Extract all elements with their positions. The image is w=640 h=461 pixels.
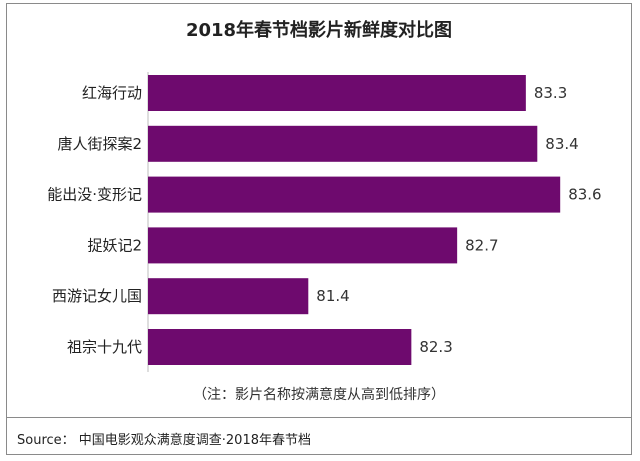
category-label: 能出没·变形记 xyxy=(47,186,142,204)
value-label: 82.3 xyxy=(419,338,452,356)
bar xyxy=(148,278,309,315)
bar xyxy=(148,125,538,162)
value-label: 83.3 xyxy=(534,84,567,102)
chart-note: （注：影片名称按满意度从高到低排序） xyxy=(193,387,445,403)
bar xyxy=(148,329,412,365)
divider xyxy=(7,417,631,418)
source-text: Source： 中国电影观众满意度调查·2018年春节档 xyxy=(17,433,311,448)
value-label: 83.6 xyxy=(568,186,601,204)
bar xyxy=(148,75,526,111)
bar-chart: 红海行动 83.3 唐人街探案2 83.4 能出没·变形记 83.6 捉妖记2 82.7 西游记… xyxy=(47,72,602,372)
bar xyxy=(148,227,458,264)
category-label: 西游记女儿国 xyxy=(52,287,142,305)
value-label: 81.4 xyxy=(316,287,349,305)
chart-title: 2018年春节档影片新鲜度对比图 xyxy=(185,20,453,41)
category-label: 红海行动 xyxy=(82,84,142,102)
value-label: 82.7 xyxy=(465,236,498,254)
chart-frame: 2018年春节档影片新鲜度对比图 红海行动 83.3 唐人街探案2 83.4 能出没·变… xyxy=(6,3,632,455)
category-label: 唐人街探案2 xyxy=(57,135,142,153)
value-label: 83.4 xyxy=(545,135,578,153)
bar xyxy=(148,176,561,213)
category-label: 捉妖记2 xyxy=(87,236,142,254)
category-label: 祖宗十九代 xyxy=(67,338,142,356)
